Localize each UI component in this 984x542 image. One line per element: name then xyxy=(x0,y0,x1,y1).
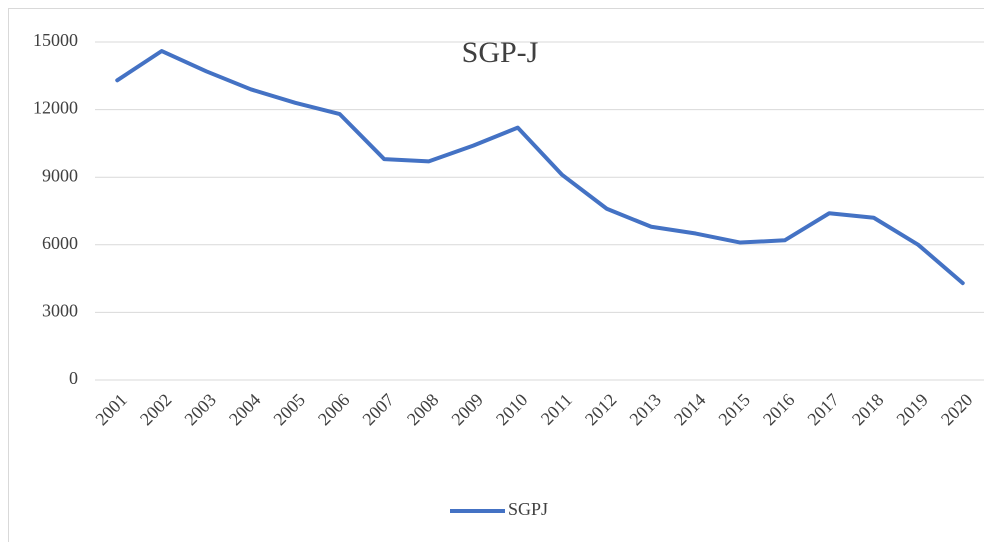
x-tick-label: 2012 xyxy=(581,390,621,430)
chart-border xyxy=(8,8,984,542)
x-tick-label: 2003 xyxy=(180,390,220,430)
x-tick-label: 2007 xyxy=(358,390,398,430)
legend-label: SGPJ xyxy=(508,499,548,519)
x-tick-label: 2008 xyxy=(403,390,443,430)
y-tick-label: 6000 xyxy=(42,233,78,253)
x-tick-label: 2010 xyxy=(492,390,532,430)
x-tick-label: 2002 xyxy=(136,390,176,430)
y-tick-label: 15000 xyxy=(33,30,78,50)
x-tick-label: 2017 xyxy=(803,390,843,430)
x-tick-label: 2005 xyxy=(269,390,309,430)
x-tick-label: 2013 xyxy=(625,390,665,430)
x-tick-label: 2006 xyxy=(314,390,354,430)
x-tick-label: 2004 xyxy=(225,390,265,430)
x-tick-label: 2016 xyxy=(759,390,799,430)
x-tick-label: 2001 xyxy=(91,390,131,430)
x-tick-label: 2018 xyxy=(848,390,888,430)
y-tick-label: 3000 xyxy=(42,301,78,321)
y-tick-label: 0 xyxy=(69,368,78,388)
x-tick-label: 2019 xyxy=(892,390,932,430)
y-tick-label: 12000 xyxy=(33,98,78,118)
x-tick-label: 2014 xyxy=(670,390,710,430)
x-tick-label: 2011 xyxy=(537,390,576,429)
x-tick-label: 2009 xyxy=(447,390,487,430)
x-tick-label: 2015 xyxy=(714,390,754,430)
y-tick-label: 9000 xyxy=(42,165,78,185)
x-tick-label: 2020 xyxy=(937,390,977,430)
data-line xyxy=(115,49,965,286)
chart-title: SGP-J xyxy=(462,36,539,69)
